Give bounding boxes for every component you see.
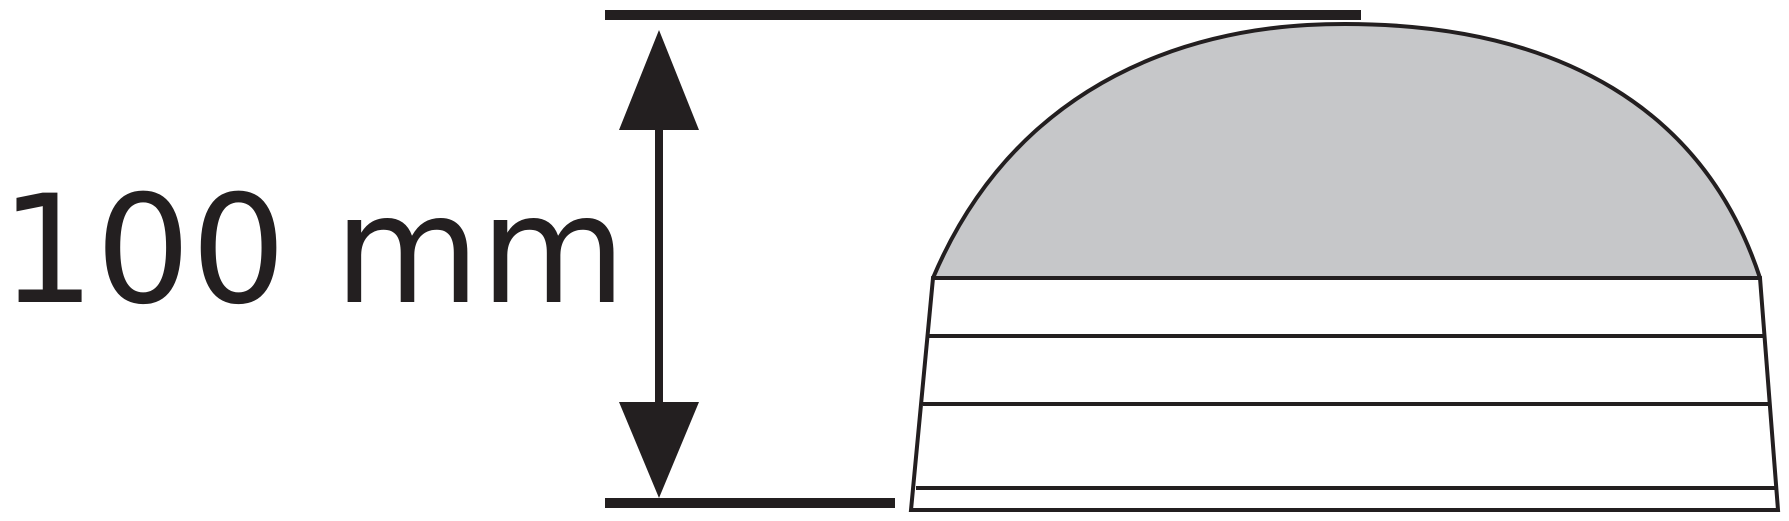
base-body bbox=[908, 276, 1781, 512]
dome-cap bbox=[931, 22, 1762, 280]
dimension-shaft bbox=[655, 125, 663, 405]
dimension-label: 100 mm bbox=[0, 164, 626, 338]
top-extension-line bbox=[605, 10, 1361, 20]
arrow-down-icon bbox=[619, 402, 699, 498]
bottom-extension-line bbox=[605, 498, 895, 508]
arrow-up-icon bbox=[619, 30, 699, 130]
